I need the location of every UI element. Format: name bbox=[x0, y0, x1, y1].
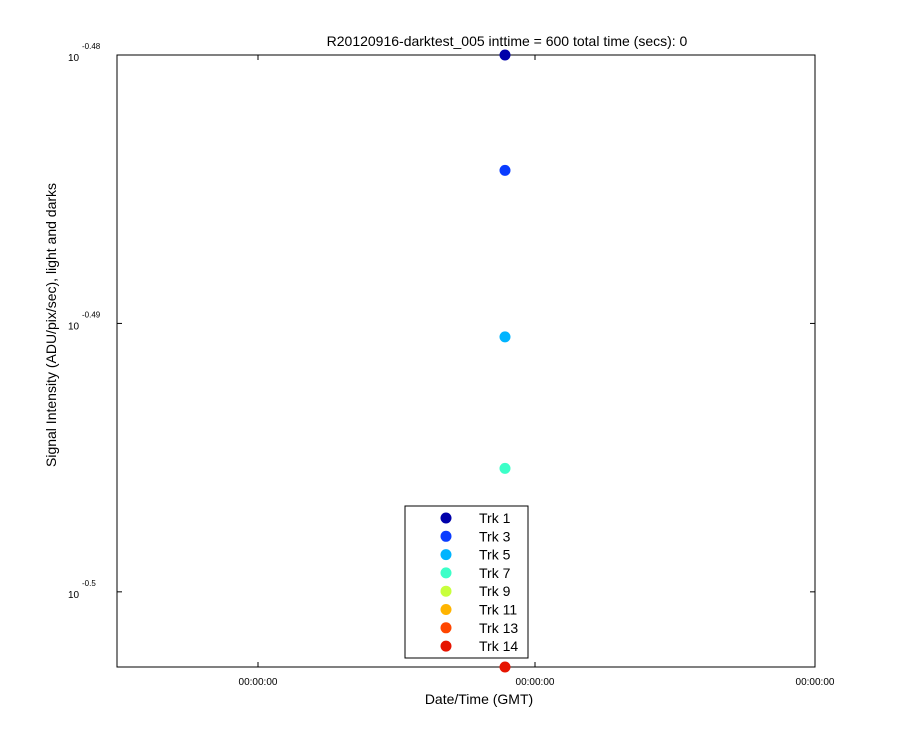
y-tick-label-exponent: -0.5 bbox=[82, 579, 96, 588]
y-tick-label-base: 10 bbox=[68, 590, 80, 601]
legend: Trk 1 Trk 3 Trk 5 Trk 7 Trk 9 Trk 11 Trk 13 Trk… bbox=[404, 505, 529, 659]
y-tick-label-exponent: -0.48 bbox=[82, 42, 101, 51]
data-point bbox=[499, 164, 511, 176]
legend-marker bbox=[440, 622, 452, 634]
x-axis-label: Date/Time (GMT) bbox=[425, 691, 533, 707]
data-point bbox=[499, 661, 511, 673]
y-axis-label: Signal Intensity (ADU/pix/sec), light an… bbox=[43, 183, 59, 467]
legend-marker bbox=[440, 512, 452, 524]
legend-label: Trk 13 bbox=[479, 620, 518, 636]
legend-label: Trk 5 bbox=[479, 547, 511, 563]
x-tick-label: 00:00:00 bbox=[796, 677, 835, 688]
legend-label: Trk 11 bbox=[479, 602, 517, 618]
legend-label: Trk 1 bbox=[479, 510, 511, 526]
legend-label: Trk 14 bbox=[479, 638, 518, 654]
x-tick-marks bbox=[257, 55, 816, 667]
legend-marker bbox=[440, 585, 452, 597]
legend-label: Trk 7 bbox=[479, 565, 511, 581]
x-tick-label: 00:00:00 bbox=[516, 677, 555, 688]
legend-marker bbox=[440, 640, 452, 652]
x-tick-label: 00:00:00 bbox=[239, 677, 278, 688]
data-point bbox=[499, 331, 511, 343]
y-tick-label-exponent: -0.49 bbox=[82, 310, 101, 319]
legend-label: Trk 3 bbox=[479, 528, 511, 544]
y-tick-label-base: 10 bbox=[68, 321, 80, 332]
data-point bbox=[499, 49, 511, 61]
y-tick-label-base: 10 bbox=[68, 53, 80, 64]
x-tick-labels: 00:00:00 00:00:00 00:00:00 bbox=[239, 677, 835, 688]
legend-entries: Trk 1 Trk 3 Trk 5 Trk 7 Trk 9 Trk 11 Trk 13 Trk… bbox=[440, 510, 518, 654]
legend-label: Trk 9 bbox=[479, 583, 511, 599]
legend-marker bbox=[440, 604, 452, 615]
data-point bbox=[499, 462, 511, 474]
legend-marker bbox=[440, 549, 452, 561]
legend-marker bbox=[440, 530, 452, 542]
legend-marker bbox=[440, 567, 452, 579]
y-tick-marks bbox=[117, 54, 815, 593]
legend-box bbox=[404, 505, 529, 659]
chart-title: R20120916-darktest_005 inttime = 600 tot… bbox=[327, 33, 688, 49]
